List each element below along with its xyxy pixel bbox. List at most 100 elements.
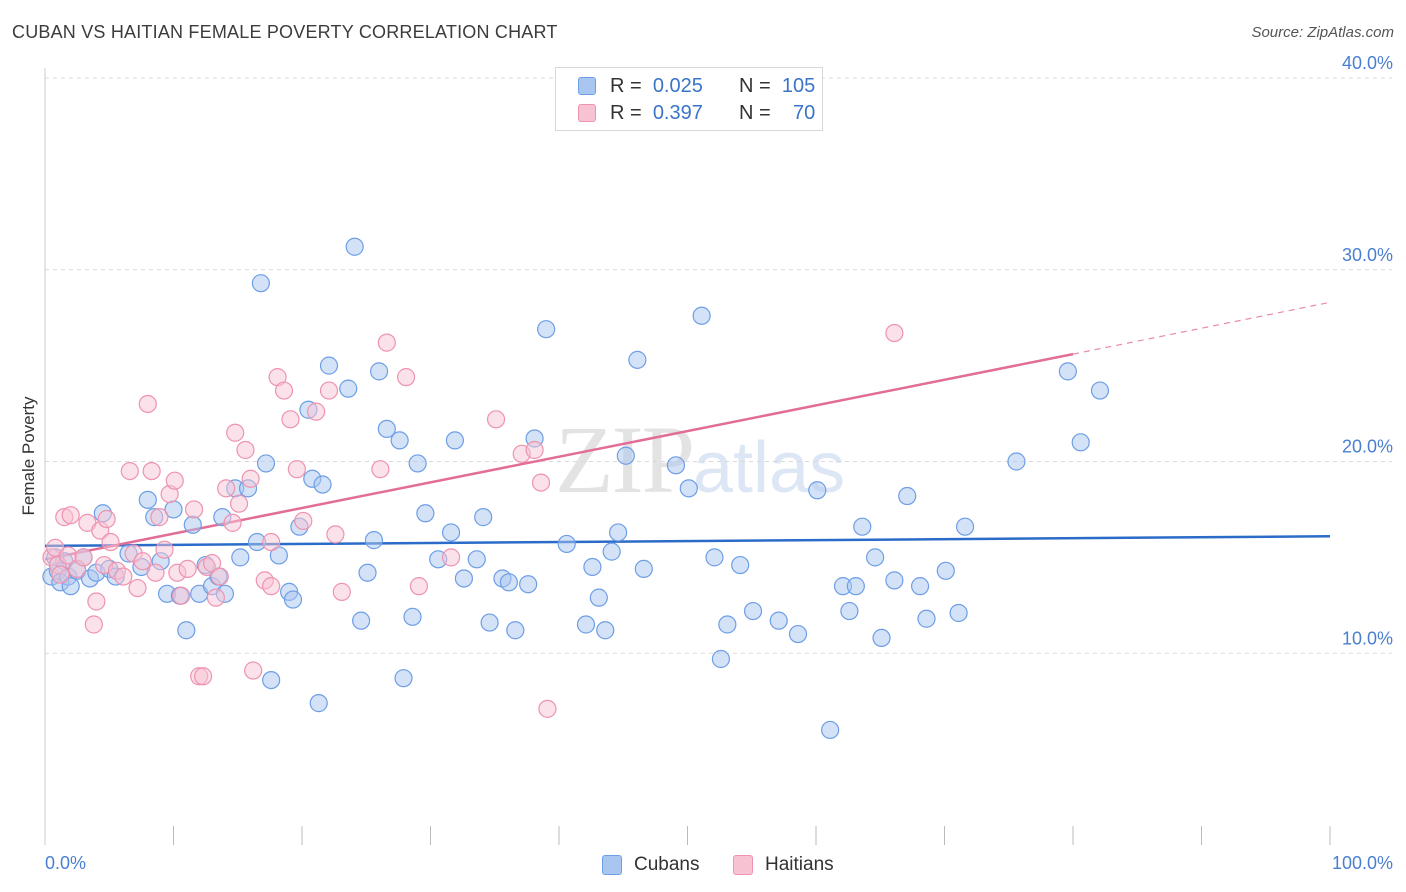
haitian-point — [210, 567, 229, 586]
n-value: 70 — [792, 101, 816, 124]
haitian-point — [97, 509, 116, 529]
cuban-point — [718, 615, 737, 634]
haitians-legend-label: Haitians — [765, 854, 834, 875]
y-tick-label: 10.0% — [1342, 628, 1393, 648]
cuban-point — [480, 613, 499, 632]
cuban-point — [358, 563, 377, 582]
haitian-point — [146, 563, 165, 582]
cuban-point — [377, 419, 396, 439]
n-label: N = — [739, 101, 771, 124]
cuban-point — [506, 621, 525, 640]
cuban-point — [61, 577, 80, 596]
n-label: N = — [739, 74, 771, 97]
cuban-point — [885, 571, 904, 590]
haitian-point — [241, 469, 260, 488]
haitian-point — [244, 661, 263, 680]
haitian-point — [142, 461, 161, 481]
bottom-legend-cubans: Cubans — [602, 852, 700, 878]
bottom-legend-haitians: Haitians — [733, 852, 834, 878]
cuban-point — [853, 517, 872, 536]
cuban-point — [345, 237, 364, 256]
haitian-point — [885, 323, 904, 343]
cuban-point — [474, 508, 493, 527]
haitian-point — [229, 494, 249, 513]
haitians-legend-swatch — [733, 855, 753, 875]
cuban-point — [705, 548, 724, 567]
haitian-point — [101, 532, 120, 552]
cuban-point — [846, 577, 865, 596]
haitian-point — [61, 506, 80, 525]
cuban-point — [692, 306, 711, 325]
cuban-point — [454, 569, 474, 588]
haitian-point — [486, 410, 506, 429]
haitian-point — [441, 548, 461, 567]
cuban-point — [499, 573, 518, 592]
haitian-point — [236, 440, 255, 460]
cuban-point — [910, 577, 930, 596]
cuban-point — [1090, 381, 1110, 400]
haitian-point — [202, 554, 222, 573]
haitian-point — [326, 525, 345, 544]
cuban-point — [408, 454, 427, 473]
haitians-trend-line — [44, 352, 1074, 561]
cuban-point — [609, 523, 628, 542]
haitian-point — [396, 368, 416, 387]
cuban-point — [390, 431, 409, 450]
cuban-point — [262, 670, 281, 690]
cuban-point — [788, 624, 808, 644]
tick-labels: 10.0% 20.0% 30.0% 40.0% 0.0% 100.0% — [45, 53, 1393, 873]
haitian-point — [87, 592, 106, 611]
haitian-point — [120, 461, 139, 481]
haitian-point — [274, 381, 294, 400]
cuban-point — [866, 548, 885, 567]
cuban-point — [628, 350, 647, 369]
haitian-point — [193, 667, 213, 686]
cuban-point — [519, 575, 538, 594]
cuban-point — [364, 531, 384, 550]
cuban-point — [616, 446, 635, 465]
cuban-point — [949, 603, 968, 623]
cubans-trend-line — [44, 535, 1331, 548]
cuban-point — [467, 550, 486, 569]
cuban-point — [231, 548, 250, 567]
haitian-point — [332, 582, 351, 601]
cuban-point — [769, 611, 788, 630]
x-tick-label: 0.0% — [45, 853, 86, 873]
haitian-point — [371, 460, 390, 479]
haitian-point — [217, 479, 236, 498]
cuban-point — [441, 523, 461, 542]
y-tick-label: 40.0% — [1342, 53, 1393, 73]
cubans-legend-swatch — [602, 855, 622, 875]
r-label: R = — [610, 101, 642, 124]
haitians-swatch — [578, 104, 596, 122]
haitian-point — [138, 394, 157, 414]
cuban-point — [183, 515, 202, 534]
cuban-point — [596, 621, 615, 640]
haitian-point — [128, 578, 147, 598]
haitian-point — [262, 577, 281, 596]
haitian-point — [287, 460, 306, 479]
cuban-point — [283, 590, 303, 609]
cuban-point — [679, 479, 698, 498]
haitian-point — [51, 565, 70, 584]
source-label: Source: ZipAtlas.com — [1251, 24, 1394, 41]
r-value: 0.397 — [652, 101, 703, 124]
cuban-point — [269, 546, 288, 565]
cuban-point — [339, 379, 358, 398]
cuban-point — [370, 362, 389, 381]
y-tick-label: 30.0% — [1342, 245, 1393, 265]
haitian-point — [226, 423, 245, 442]
cuban-point — [251, 274, 270, 293]
cuban-point — [177, 621, 196, 640]
haitian-point — [133, 552, 152, 571]
cuban-point — [319, 356, 339, 375]
cuban-point — [821, 720, 840, 740]
cuban-point — [1071, 433, 1090, 452]
cuban-point — [936, 561, 955, 580]
haitian-point — [155, 540, 174, 559]
cuban-point — [416, 504, 435, 523]
haitian-point — [74, 548, 93, 567]
cuban-point — [589, 588, 608, 607]
haitian-point — [294, 511, 313, 531]
r-label: R = — [610, 74, 642, 97]
